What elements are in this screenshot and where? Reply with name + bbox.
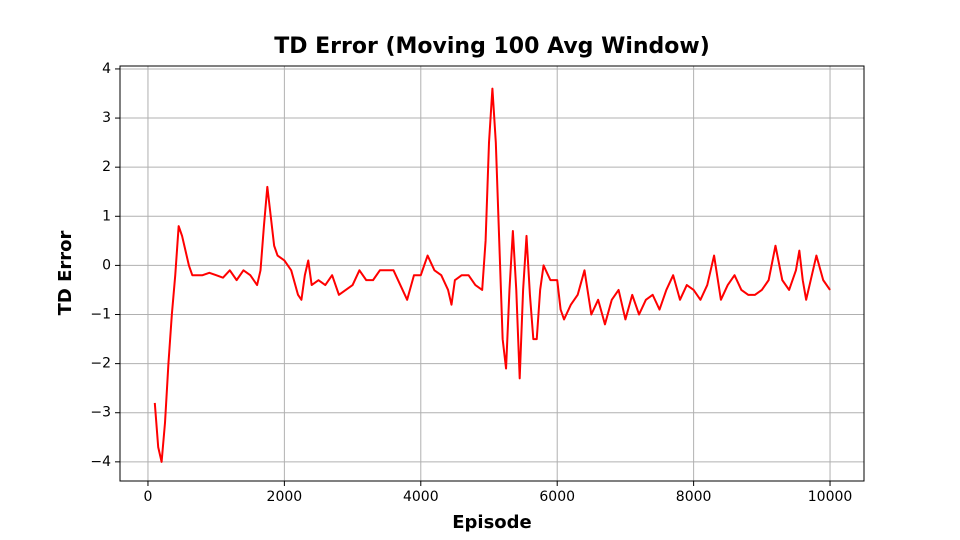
- y-tick-label: −1: [90, 307, 111, 323]
- x-tick-label: 8000: [676, 489, 712, 505]
- y-tick-label: 1: [102, 208, 111, 224]
- y-tick-label: 2: [102, 159, 111, 175]
- y-tick-label: −2: [90, 356, 111, 372]
- y-tick-label: 3: [102, 110, 111, 126]
- x-axis-label: Episode: [452, 512, 532, 533]
- x-tick-label: 0: [144, 489, 153, 505]
- x-tick-label: 2000: [267, 489, 303, 505]
- x-tick-label: 6000: [539, 489, 575, 505]
- y-tick-label: 4: [102, 61, 111, 77]
- y-tick-label: −4: [90, 454, 111, 470]
- x-tick-label: 4000: [403, 489, 439, 505]
- y-tick-label: −3: [90, 405, 111, 421]
- plot-frame: [119, 65, 865, 482]
- data-line: [153, 87, 831, 463]
- y-tick-label: 0: [102, 257, 111, 273]
- chart-title: TD Error (Moving 100 Avg Window): [274, 34, 710, 59]
- x-tick-label: 10000: [808, 489, 853, 505]
- y-axis-label: TD Error: [55, 230, 76, 315]
